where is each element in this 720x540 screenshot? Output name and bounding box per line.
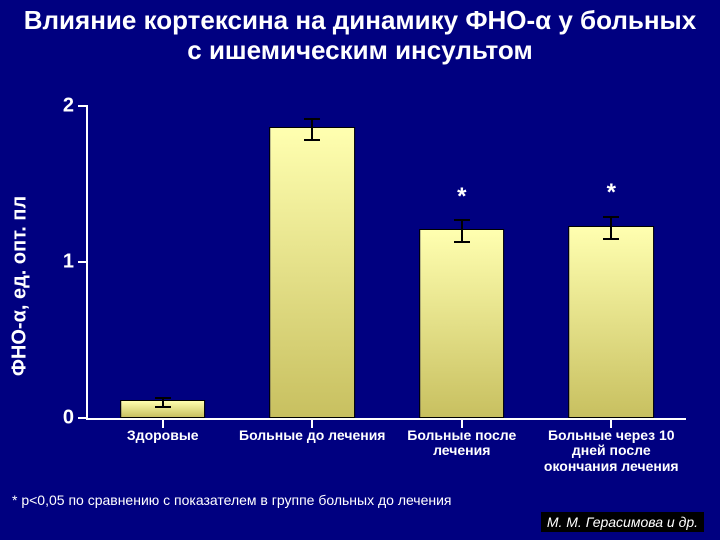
slide-title: Влияние кортексина на динамику ФНО-α у б… <box>20 6 700 66</box>
x-tick-label: Здоровые <box>88 428 238 443</box>
bar-column: Здоровые <box>88 106 238 418</box>
bar <box>269 127 355 418</box>
footnote: * p<0,05 по сравнению с показателем в гр… <box>12 492 452 508</box>
y-tick-label: 0 <box>48 407 74 430</box>
x-tick-label: Больные до лечения <box>238 428 388 443</box>
bars-layer: ЗдоровыеБольные до леченияБольные после … <box>88 106 686 418</box>
bar-chart: ФНО-α, ед. опт. пл ЗдоровыеБольные до ле… <box>30 96 690 476</box>
y-tick-label: 2 <box>48 95 74 118</box>
sig-marker: * <box>607 179 616 207</box>
y-tick-label: 1 <box>48 251 74 274</box>
bar-column: Больные после лечения* <box>387 106 537 418</box>
y-tick <box>78 105 88 107</box>
y-axis-label: ФНО-α, ед. опт. пл <box>9 196 32 376</box>
sig-marker: * <box>457 183 466 211</box>
bar-column: Больные до лечения <box>238 106 388 418</box>
y-tick <box>78 261 88 263</box>
bar <box>419 229 505 418</box>
y-tick <box>78 417 88 419</box>
x-tick-label: Больные через 10 дней после окончания ле… <box>537 428 687 474</box>
bar-column: Больные через 10 дней после окончания ле… <box>537 106 687 418</box>
plot-area: ЗдоровыеБольные до леченияБольные после … <box>86 106 686 420</box>
slide: Влияние кортексина на динамику ФНО-α у б… <box>0 0 720 540</box>
bar <box>568 226 654 418</box>
citation: М. М. Герасимова и др. <box>541 512 704 532</box>
x-tick-label: Больные после лечения <box>387 428 537 459</box>
